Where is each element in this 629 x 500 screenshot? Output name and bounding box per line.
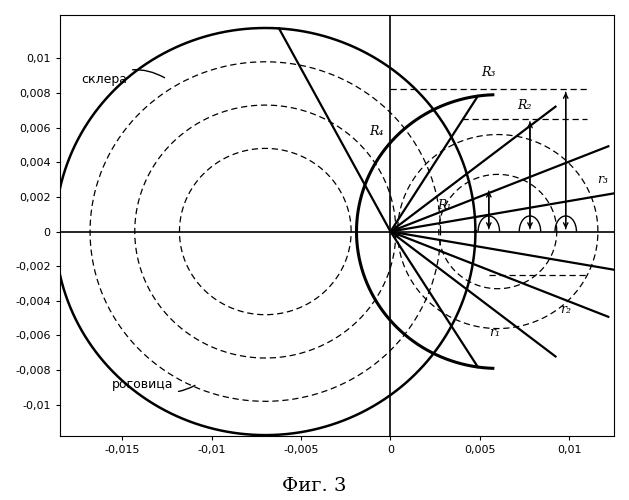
Text: склера: склера xyxy=(81,70,165,86)
Text: r₂: r₂ xyxy=(560,303,571,316)
Text: R₄: R₄ xyxy=(369,124,383,138)
Text: R₃: R₃ xyxy=(482,66,496,78)
Text: R₁: R₁ xyxy=(437,199,451,212)
Text: R₂: R₂ xyxy=(518,98,532,112)
Text: r₁: r₁ xyxy=(489,326,500,338)
Text: r₃: r₃ xyxy=(597,173,608,186)
Text: роговица: роговица xyxy=(111,378,195,392)
Text: Фиг. 3: Фиг. 3 xyxy=(282,477,347,495)
